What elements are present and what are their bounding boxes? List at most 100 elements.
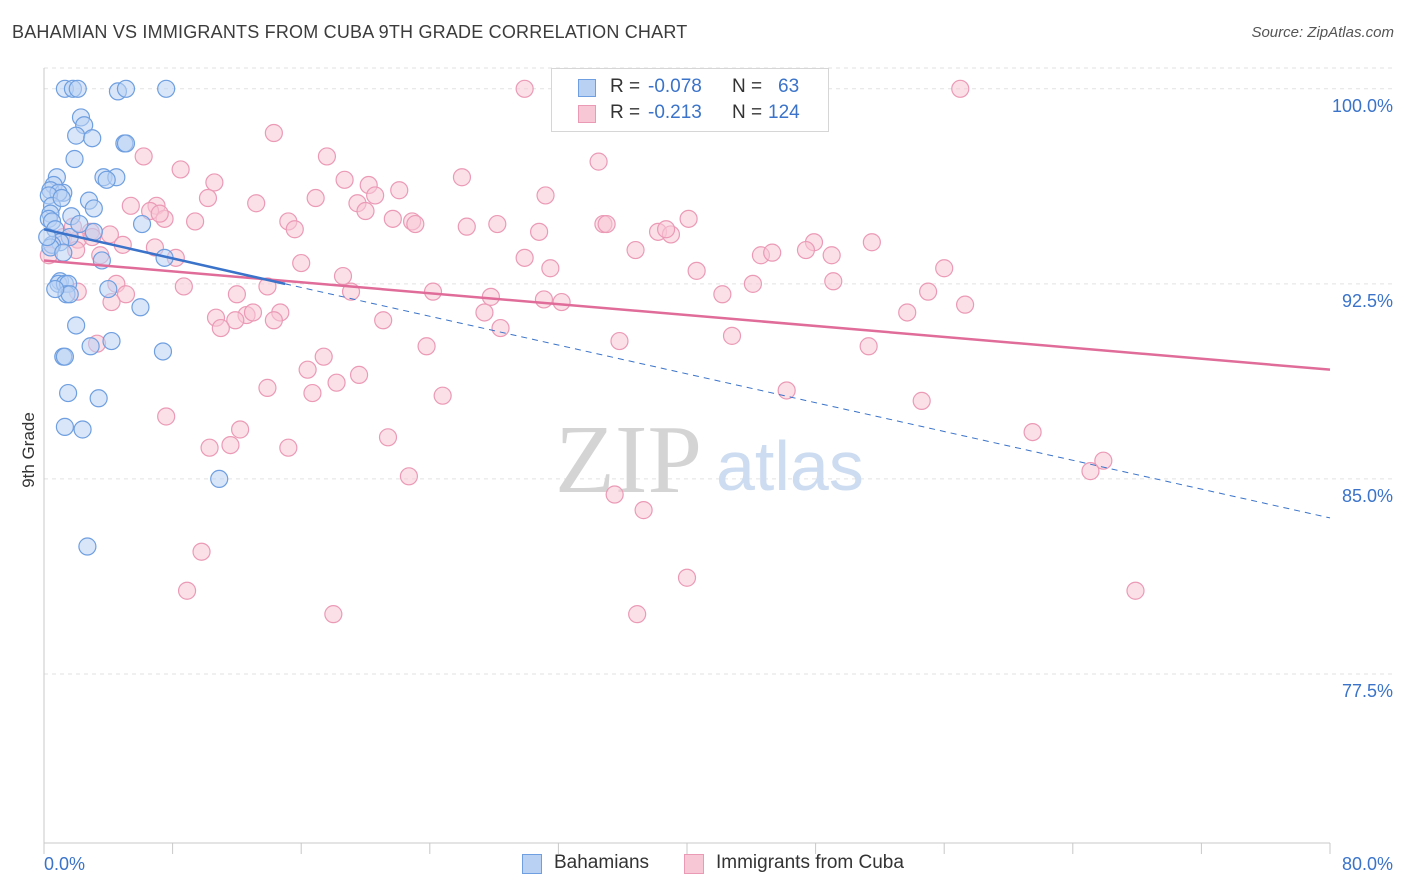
cuba-point [677,568,697,587]
x-tick-label-max: 80.0% [1342,854,1393,874]
cuba-point [335,170,354,189]
bahamian-point [70,214,89,234]
cuba-point [530,222,549,241]
y-tick-label: 85.0% [1342,486,1393,506]
cuba-point [919,282,938,301]
bahamian-point [210,469,229,489]
cuba-point [406,214,425,234]
bahamian-point [131,298,150,317]
legend-row-cuba: R = -0.213 N = 124 [552,102,828,126]
bahamian-point [97,170,116,189]
cuba-point [552,292,571,312]
bahamian-point [102,331,121,351]
bahamian-point [54,243,73,262]
bahamian-point [116,134,136,153]
cuba-point [200,438,219,457]
cuba-point [515,248,534,267]
cuba-point [541,259,560,278]
cuba-point [264,123,283,143]
cuba-point [285,220,304,239]
grid-lines [44,67,1395,675]
cuba-point [534,290,554,309]
cuba-point [243,303,263,322]
cuba-point [824,272,843,291]
cuba-point [366,186,385,205]
cuba-point [423,282,443,301]
legend-r-value: -0.078 [648,76,702,97]
y-tick-label: 77.5% [1342,681,1393,701]
y-tick-label: 92.5% [1342,291,1393,311]
series-legend: Bahamians Immigrants from Cuba [0,852,1406,878]
cuba-point [333,266,353,286]
cuba-point [231,420,250,439]
cuba-point [192,542,211,561]
bahamian-point [116,79,136,98]
cuba-point [221,435,240,455]
cuba-point [822,246,841,265]
bahamian-point [52,188,71,208]
stats-legend: R = -0.078 N = 63 R = -0.213 N = 124 [551,68,829,132]
cuba-point [258,277,277,296]
cuba-point [457,217,476,236]
cuba-point [227,285,246,304]
cuba-point [417,337,436,356]
cuba-point [657,220,676,239]
cuba-point [205,173,224,192]
tick-labels: 77.5% 85.0% 92.5% 100.0% 0.0% 80.0% [44,96,1393,874]
cuba-point [349,365,369,384]
bahamian-point [67,126,86,145]
cuba-point [628,605,647,624]
cuba-point [589,152,608,171]
legend-n-value: 63 [778,76,800,97]
cuba-point [198,188,218,208]
legend-r-value: -0.213 [648,102,702,123]
cuba-point [292,253,311,273]
y-tick-label: 100.0% [1332,96,1393,116]
cuba-point [722,326,742,345]
cuba-point [1023,422,1042,442]
cuba-point [859,337,878,356]
cuba-point [687,261,706,280]
cuba-point [610,331,629,351]
bahamian-point [73,420,92,439]
cuba-point [475,303,494,322]
bahamian-point [99,279,118,299]
cuba-point [314,347,333,366]
cuba-point [226,311,245,330]
cuba-point [177,581,197,600]
cuba-point [399,467,419,486]
cuba-point [356,201,375,221]
bahamian-point [59,383,78,403]
bahamian-trend-extension [285,283,1331,519]
legend-swatch-blue [578,79,596,97]
bahamian-point [68,79,87,98]
cuba-point [1081,462,1100,481]
cuba-point [134,147,153,166]
watermark-atlas: atlas [716,427,864,505]
cuba-point [634,501,653,520]
cuba-point [374,311,393,330]
cuba-point [378,428,398,447]
cuba-point [171,160,190,179]
cuba-point [324,605,343,624]
cuba-point [116,285,136,304]
cuba-point [679,209,698,228]
cuba-point [955,295,975,314]
cuba-point [743,274,763,293]
source-credit: Source: ZipAtlas.com [1251,24,1394,41]
cuba-point [303,383,322,403]
cuba-point [157,407,176,426]
legend-r-label: R = [610,102,641,123]
cuba-point [279,438,298,457]
bahamian-point [89,389,108,408]
cuba-point [935,259,954,278]
cuba-point [605,485,624,504]
bahamian-point [38,227,57,247]
bahamian-point [55,417,74,436]
bahamian-point [78,537,97,556]
series-immigrants-from-cuba [39,79,1145,624]
cuba-point [211,318,230,338]
cuba-point [713,285,732,304]
cuba-point [390,181,409,200]
